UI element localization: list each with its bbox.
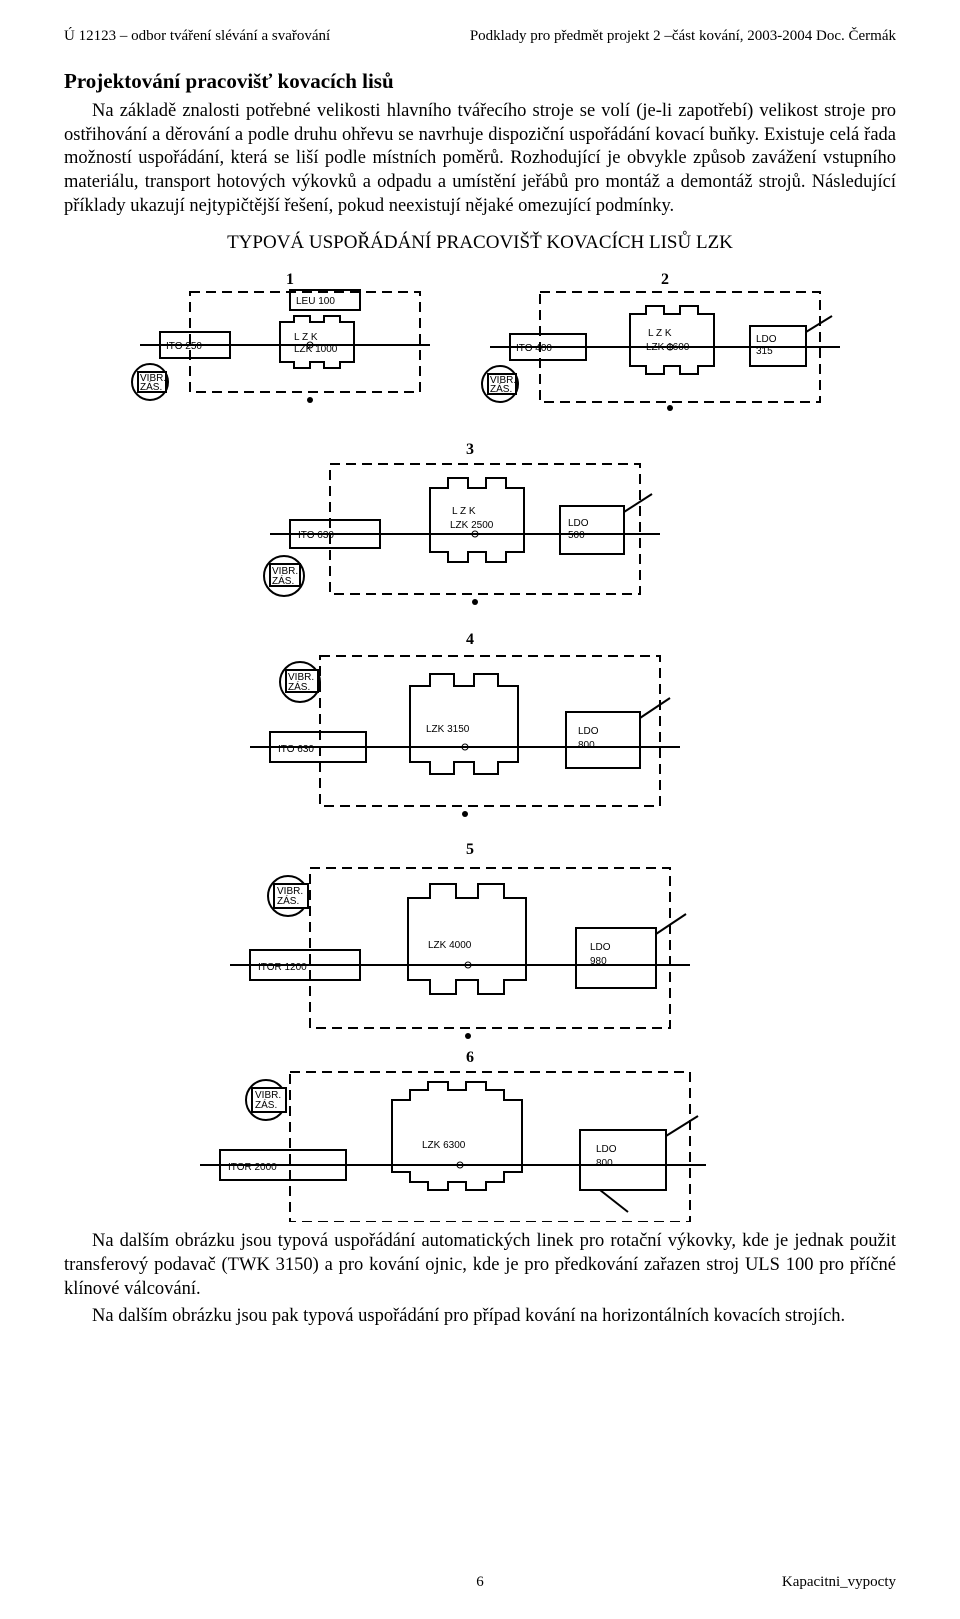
d1-leu100: LEU 100 [296, 296, 335, 307]
d6-lzk6300: LZK 6300 [422, 1140, 466, 1151]
d3-ldo: LDO [568, 518, 589, 529]
layout-2-number: 2 [661, 271, 669, 288]
d5-lzk4000: LZK 4000 [428, 940, 472, 951]
d3-ito630: ITO 630 [298, 530, 334, 541]
d6-ldo800: 800 [596, 1158, 613, 1169]
section-title: Projektování pracovišť kovacích lisů [64, 69, 896, 94]
d2-ito400: ITO 400 [516, 343, 552, 354]
layout-5: 5 VIBR. ZÁS. ITOR 1200 LZK 4000 LDO 980 [230, 841, 690, 1039]
header-left: Ú 12123 – odbor tváření slévání a svařov… [64, 28, 330, 45]
d1-ito250: ITO 250 [166, 341, 202, 352]
d4-ldo800: 800 [578, 740, 595, 751]
footer-right: Kapacitni_vypocty [782, 1574, 896, 1591]
paragraph-3: Na dalším obrázku jsou pak typová uspořá… [64, 1305, 896, 1329]
layout-4: 4 VIBR. ZÁS. ITO 630 LZK 3150 LDO 800 [250, 631, 680, 817]
svg-text:ZÁS.: ZÁS. [255, 1098, 277, 1111]
d3-ldo500: 500 [568, 530, 585, 541]
svg-text:LDO: LDO [590, 942, 611, 953]
footer-pagenum: 6 [476, 1574, 484, 1591]
d2-ldo: LDO [756, 334, 777, 345]
d4-ito630: ITO 630 [278, 744, 314, 755]
figure-diagrams: 1 ITO 250 LEU 100 L Z K LZK 1000 V [64, 262, 896, 1222]
d5-itor1200: ITOR 1200 [258, 962, 307, 973]
d3-lzk2500: LZK 2500 [450, 520, 494, 531]
layouts-svg: 1 ITO 250 LEU 100 L Z K LZK 1000 V [100, 262, 860, 1222]
d1-lzk: L Z K [294, 332, 318, 343]
d3-lzk: L Z K [452, 506, 476, 517]
svg-text:ZÁS.: ZÁS. [490, 382, 512, 395]
svg-text:ZÁS.: ZÁS. [272, 574, 294, 587]
svg-text:LDO: LDO [578, 726, 599, 737]
layout-2: 2 ITO 400 L Z K LZK 1600 LDO 315 [482, 271, 840, 411]
page-header: Ú 12123 – odbor tváření slévání a svařov… [64, 28, 896, 45]
layout-1-number: 1 [286, 271, 294, 288]
layout-6-number: 6 [466, 1049, 474, 1066]
svg-text:ZÁS.: ZÁS. [288, 680, 310, 693]
layout-3: 3 ITO 630 L Z K LZK 2500 LDO 500 VI [264, 441, 660, 605]
paragraph-2: Na dalším obrázku jsou typová uspořádání… [64, 1230, 896, 1301]
layout-4-number: 4 [466, 631, 474, 648]
d2-lzk: L Z K [648, 328, 672, 339]
layout-1: 1 ITO 250 LEU 100 L Z K LZK 1000 V [132, 271, 430, 403]
svg-text:LDO: LDO [596, 1144, 617, 1155]
figure-caption: TYPOVÁ USPOŘÁDÁNÍ PRACOVIŠŤ KOVACÍCH LIS… [64, 232, 896, 254]
paragraph-1: Na základě znalosti potřebné velikosti h… [64, 100, 896, 218]
page: Ú 12123 – odbor tváření slévání a svařov… [0, 0, 960, 1619]
layout-5-number: 5 [466, 841, 474, 858]
layout-6: 6 VIBR. ZÁS. ITOR 2000 LZK 6300 LDO 800 [200, 1049, 706, 1222]
header-right: Podklady pro předmět projekt 2 –část kov… [470, 28, 896, 45]
page-footer: 6 Kapacitni_vypocty [64, 1574, 896, 1591]
d6-itor2000: ITOR 2000 [228, 1162, 277, 1173]
d4-lzk3150: LZK 3150 [426, 724, 470, 735]
layout-3-number: 3 [466, 441, 474, 458]
d1-zas: ZÁS. [140, 380, 162, 393]
svg-text:ZÁS.: ZÁS. [277, 894, 299, 907]
